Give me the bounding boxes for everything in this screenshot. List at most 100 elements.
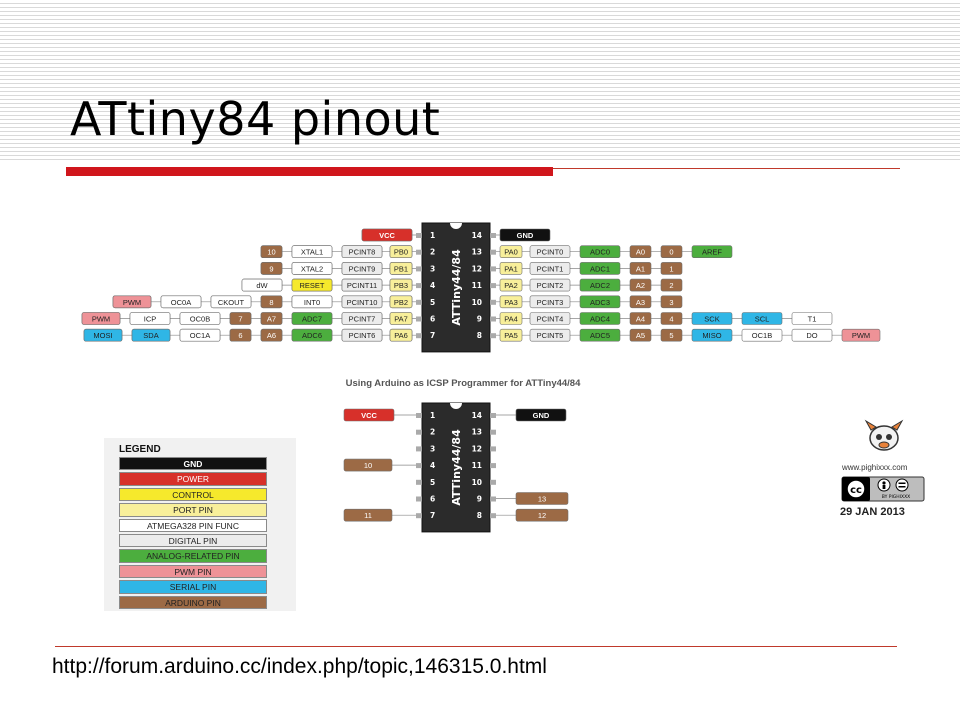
icsp-right-label: 12 bbox=[515, 508, 569, 522]
pin-label: SCK bbox=[691, 312, 733, 325]
pin-label: GND bbox=[499, 228, 551, 242]
svg-text:ADC6: ADC6 bbox=[302, 331, 322, 340]
pin-label: A1 bbox=[629, 262, 652, 275]
svg-text:PWM: PWM bbox=[852, 331, 870, 340]
svg-text:PCINT9: PCINT9 bbox=[349, 264, 376, 273]
pighixxx-attribution: www.pighixxx.com cc BY PIGHIXXX 29 JAN 2… bbox=[840, 419, 925, 518]
svg-text:13: 13 bbox=[538, 495, 546, 504]
chip-pin-number: 1 bbox=[430, 231, 435, 240]
chip-pin-number: 9 bbox=[477, 495, 482, 504]
chip-pin-number: 10 bbox=[472, 298, 482, 307]
svg-text:AREF: AREF bbox=[702, 248, 722, 257]
pin-label: 10 bbox=[260, 245, 283, 258]
cc-icon bbox=[846, 479, 866, 499]
legend-list: LEGEND GND POWER CONTROL PORT PIN ATMEGA328 … bbox=[119, 444, 267, 611]
svg-text:PA3: PA3 bbox=[504, 298, 518, 307]
svg-text:PCINT7: PCINT7 bbox=[349, 315, 376, 324]
chip-pin-number: 2 bbox=[430, 428, 435, 437]
svg-text:PCINT10: PCINT10 bbox=[347, 298, 378, 307]
chip-pin-number: 5 bbox=[430, 298, 435, 307]
pin-label: PCINT10 bbox=[341, 295, 383, 309]
pin-label: PCINT1 bbox=[529, 262, 571, 275]
pin-label: 6 bbox=[229, 328, 252, 342]
svg-text:6: 6 bbox=[238, 331, 242, 340]
chip-pin-number: 3 bbox=[430, 264, 435, 273]
svg-text:A7: A7 bbox=[267, 315, 276, 324]
svg-text:MOSI: MOSI bbox=[93, 331, 112, 340]
pin-label: PB2 bbox=[389, 295, 413, 309]
svg-text:0: 0 bbox=[669, 248, 673, 257]
svg-text:SDA: SDA bbox=[143, 331, 158, 340]
pin-label: PCINT6 bbox=[341, 328, 383, 342]
pin-label: PWM bbox=[112, 295, 152, 309]
legend-item: ANALOG-RELATED PIN bbox=[119, 549, 267, 563]
pin-label: PA6 bbox=[389, 328, 413, 342]
svg-text:10: 10 bbox=[267, 248, 275, 257]
legend-title: LEGEND bbox=[119, 444, 161, 455]
pin-label: T1 bbox=[791, 312, 833, 325]
svg-text:PCINT5: PCINT5 bbox=[537, 331, 564, 340]
svg-text:OC0B: OC0B bbox=[190, 315, 210, 324]
attiny84-chip: ATTiny44/84 1 14 2 13 3 12 4 11 5 10 6 9 7 8 bbox=[416, 222, 496, 353]
svg-text:GND: GND bbox=[517, 231, 534, 240]
pin-label: PA3 bbox=[499, 295, 523, 309]
pin-label: AREF bbox=[691, 245, 733, 258]
pin-label: 0 bbox=[660, 245, 683, 258]
icsp-right-label: 13 bbox=[515, 492, 569, 505]
pin-label: PCINT3 bbox=[529, 295, 571, 309]
chip-pin-number: 8 bbox=[477, 331, 482, 340]
chip-pin-number: 8 bbox=[477, 511, 482, 520]
no-derivatives-icon bbox=[895, 478, 909, 492]
svg-text:A6: A6 bbox=[267, 331, 276, 340]
svg-text:11: 11 bbox=[364, 511, 372, 520]
pin-label: PWM bbox=[81, 312, 121, 325]
svg-text:OC1A: OC1A bbox=[190, 331, 210, 340]
pin-label: PB0 bbox=[389, 245, 413, 258]
attribution-by: BY PIGHIXXX bbox=[882, 494, 911, 500]
svg-text:SCK: SCK bbox=[704, 315, 719, 324]
pin-label: 7 bbox=[229, 312, 252, 325]
svg-text:PCINT6: PCINT6 bbox=[349, 331, 376, 340]
svg-text:PB0: PB0 bbox=[394, 248, 408, 257]
svg-text:PA0: PA0 bbox=[504, 248, 518, 257]
svg-text:VCC: VCC bbox=[379, 231, 395, 240]
pin-label: PB1 bbox=[389, 262, 413, 275]
attribution-date: 29 JAN 2013 bbox=[840, 506, 905, 518]
legend-item: GND bbox=[119, 457, 267, 471]
pin-label: ADC6 bbox=[291, 328, 333, 342]
pin-label: PWM bbox=[841, 328, 881, 342]
svg-text:PCINT2: PCINT2 bbox=[537, 281, 564, 290]
pin-label: A0 bbox=[629, 245, 652, 258]
svg-text:GND: GND bbox=[533, 411, 550, 420]
pin-label: CKOUT bbox=[210, 295, 252, 309]
pin-label: A3 bbox=[629, 295, 652, 309]
pin-label: PCINT8 bbox=[341, 245, 383, 258]
pin-label: PCINT11 bbox=[341, 278, 383, 292]
pin-label: 5 bbox=[660, 328, 683, 342]
pin-label: PCINT2 bbox=[529, 278, 571, 292]
pin-label: 1 bbox=[660, 262, 683, 275]
svg-text:MISO: MISO bbox=[702, 331, 721, 340]
chip-pin-number: 6 bbox=[430, 315, 435, 324]
svg-text:PWM: PWM bbox=[92, 315, 110, 324]
pin-label: ADC2 bbox=[579, 278, 621, 292]
pin-label: ADC3 bbox=[579, 295, 621, 309]
legend-item: ATMEGA328 PIN FUNC bbox=[119, 518, 267, 532]
pin-label: PCINT5 bbox=[529, 328, 571, 342]
svg-text:ADC7: ADC7 bbox=[302, 315, 322, 324]
svg-text:RESET: RESET bbox=[299, 281, 324, 290]
pin-label: PCINT7 bbox=[341, 312, 383, 325]
pin-label: 2 bbox=[660, 278, 683, 292]
chip-pin-number: 6 bbox=[430, 495, 435, 504]
title-underline-line bbox=[553, 168, 900, 169]
svg-text:PA6: PA6 bbox=[394, 331, 408, 340]
svg-text:XTAL1: XTAL1 bbox=[301, 248, 323, 257]
legend-item: ARDUINO PIN bbox=[119, 595, 267, 609]
pin-label: PA2 bbox=[499, 278, 523, 292]
svg-text:ADC5: ADC5 bbox=[590, 331, 610, 340]
pin-label: PA1 bbox=[499, 262, 523, 275]
pin-label: ADC5 bbox=[579, 328, 621, 342]
pin-label: PA5 bbox=[499, 328, 523, 342]
legend-item: PORT PIN bbox=[119, 503, 267, 517]
icsp-left-label: 11 bbox=[343, 508, 393, 522]
